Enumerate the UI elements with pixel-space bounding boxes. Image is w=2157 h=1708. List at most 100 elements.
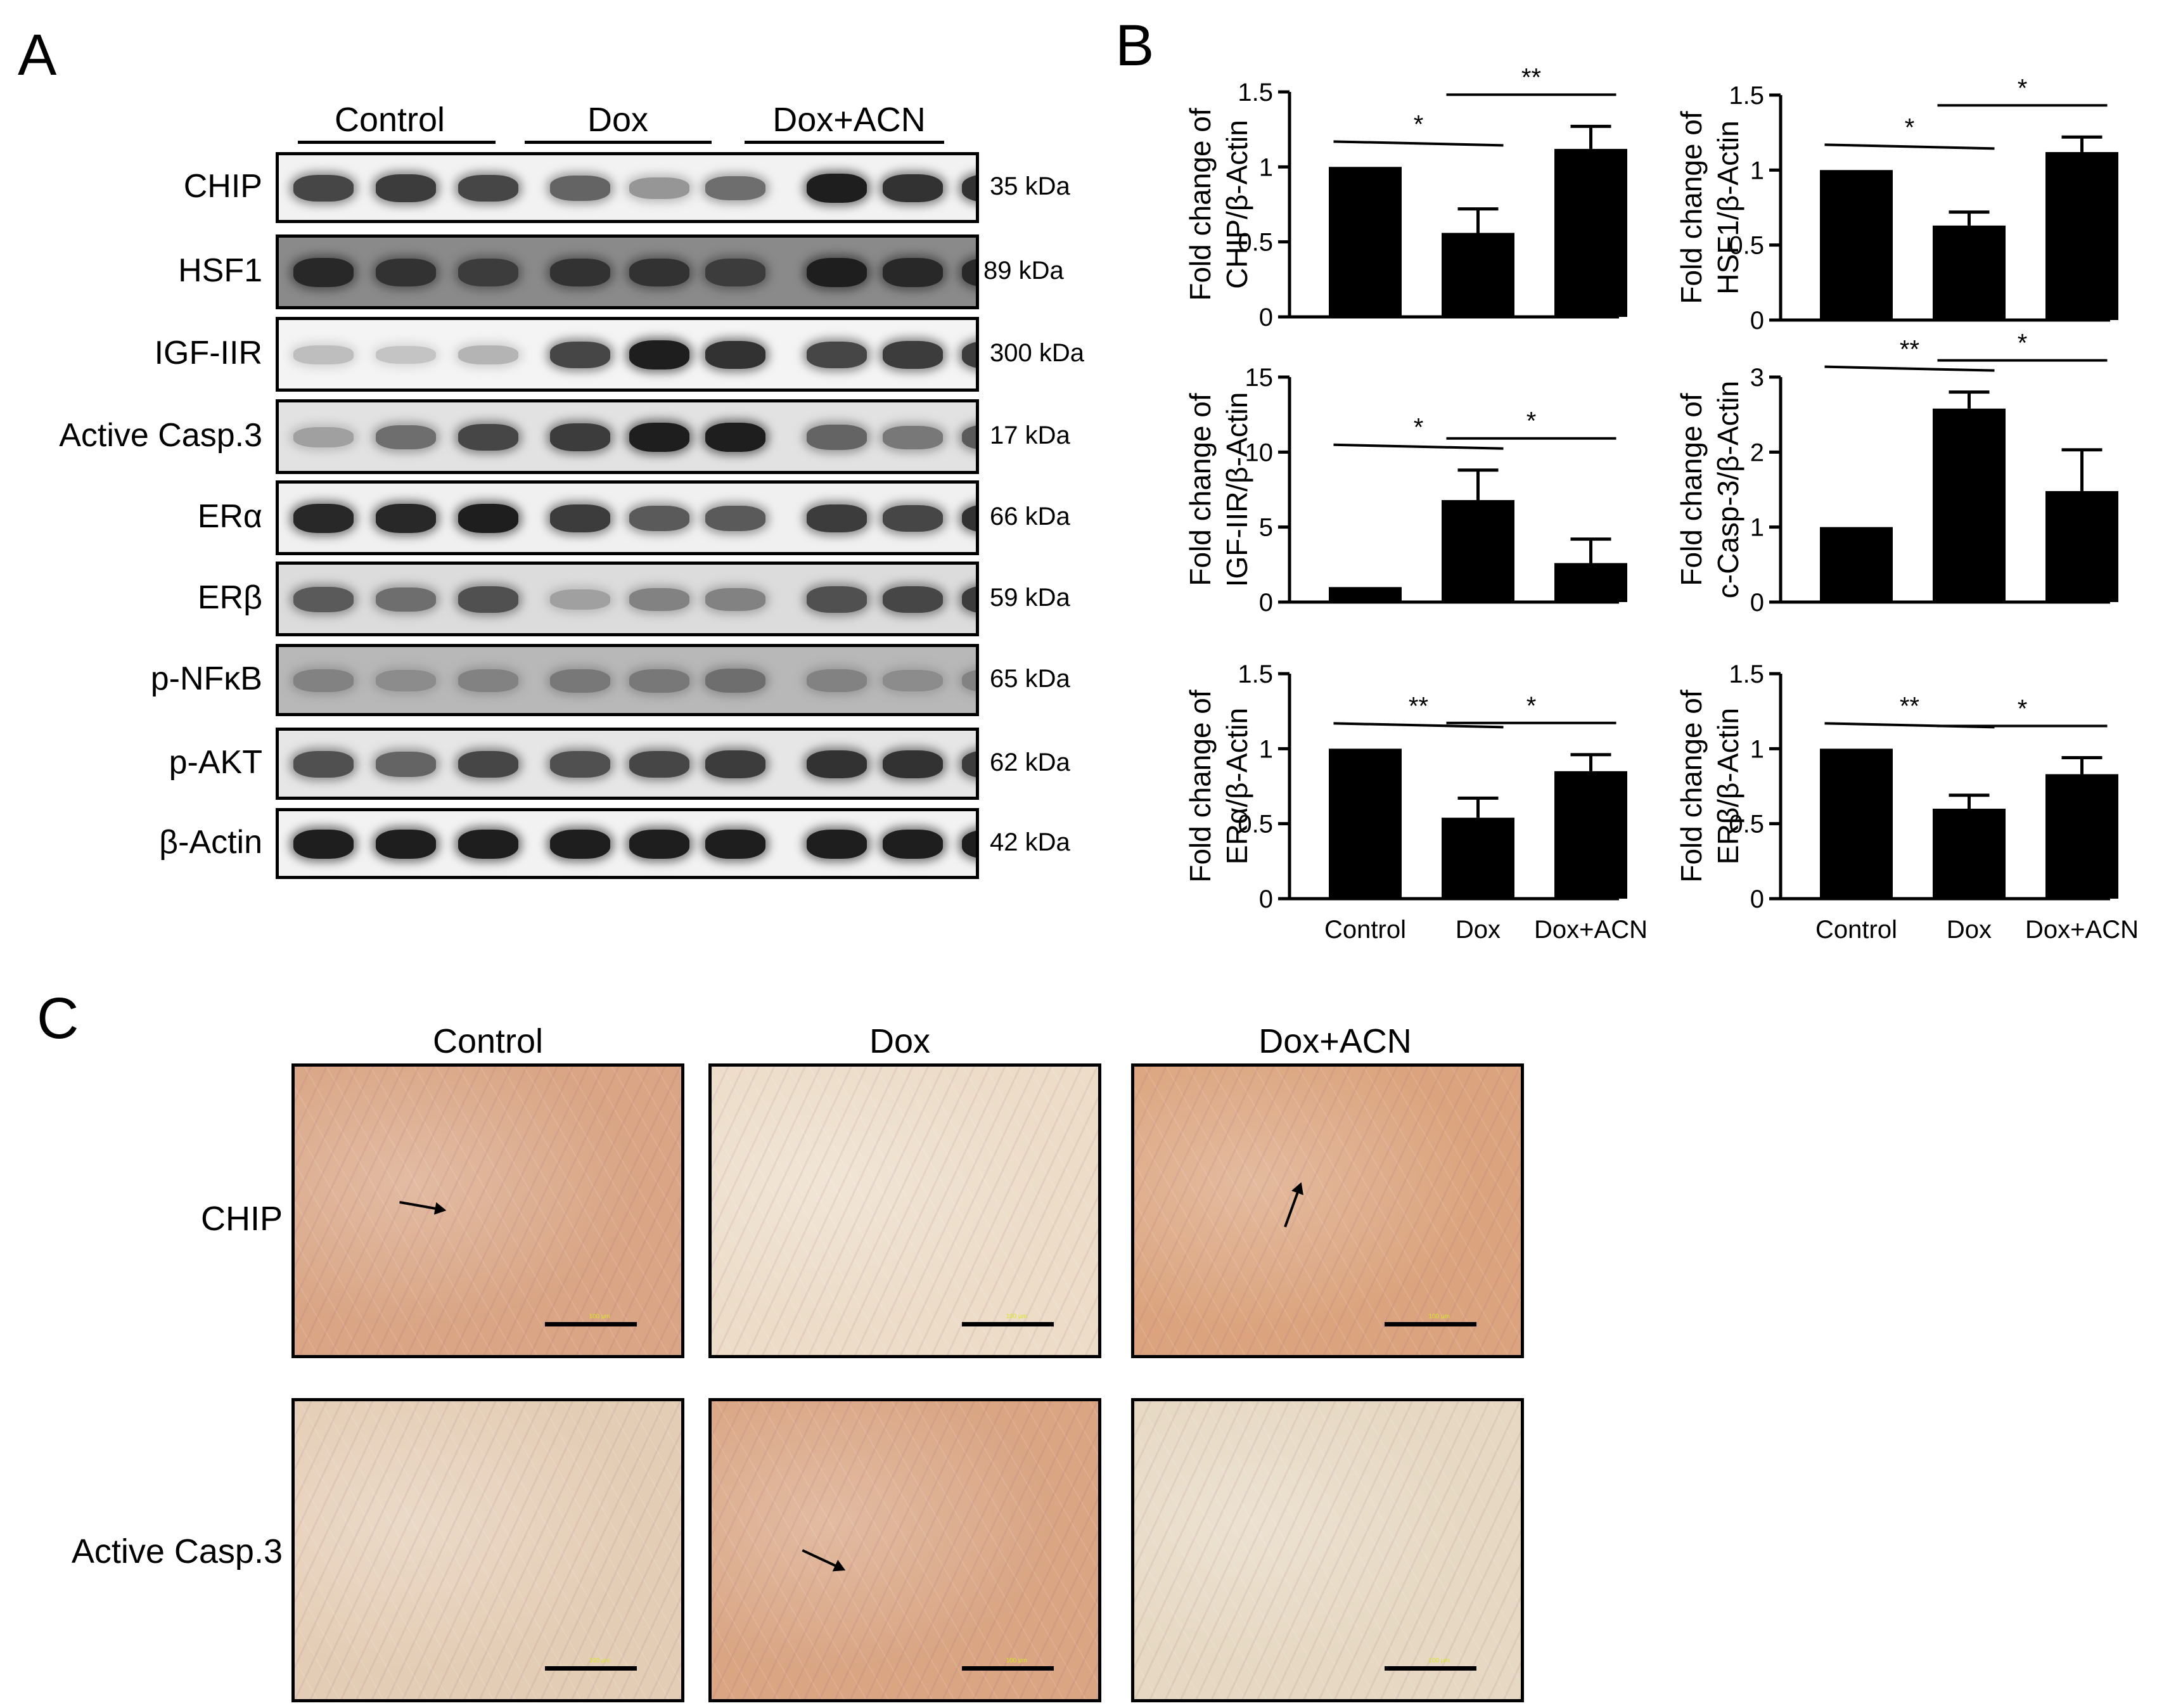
blot-band [549, 423, 610, 451]
bar [1820, 527, 1893, 602]
blot-band [629, 505, 689, 532]
blot-band [375, 345, 436, 364]
significance-line [1333, 443, 1504, 450]
blot-band [961, 750, 976, 778]
scale-bar-label: 100 μm [1006, 1657, 1027, 1664]
y-tick-label: 0.5 [1238, 811, 1273, 838]
wb-group-dox-acn: Dox+ACN [772, 101, 926, 139]
bar [2045, 151, 2118, 320]
blot-band [961, 258, 976, 287]
blot-protein-label: HSF1 [178, 252, 262, 289]
bar [1554, 563, 1627, 602]
y-tick-label: 1.5 [1729, 82, 1764, 110]
ihc-micrograph: 100 μm [291, 1063, 684, 1358]
y-axis-label: Fold change of CHIP/β-Actin [1184, 108, 1253, 301]
wb-group-line-dox-acn [745, 141, 944, 144]
y-tick-label: 1 [1259, 735, 1273, 763]
blot-band [961, 424, 976, 451]
blot-band [458, 586, 518, 613]
significance-label: * [1527, 408, 1537, 435]
y-axis-label-line: ERβ/β-Actin [1712, 708, 1744, 864]
blot-band [806, 257, 867, 288]
y-tick-label: 0 [1750, 307, 1764, 335]
y-tick-label: 0 [1750, 589, 1764, 617]
blot-band [375, 829, 436, 859]
significance-label: * [2018, 74, 2028, 102]
scale-bar-label: 100 μm [589, 1313, 610, 1320]
blot-protein-label: β-Actin [159, 824, 262, 861]
blot-band [705, 750, 765, 778]
blot-band [806, 425, 867, 450]
y-axis-label: Fold change of HSF1/β-Actin [1675, 111, 1744, 304]
blot-protein-label: p-NFκB [150, 660, 262, 697]
bar [1933, 809, 2006, 899]
scale-bar-label: 100 μm [1428, 1657, 1450, 1664]
y-axis-label-line: Fold change of [1675, 393, 1708, 586]
arrow-icon [802, 1549, 846, 1572]
blot-band [806, 173, 867, 203]
blot-band [293, 258, 354, 287]
bar [1554, 771, 1627, 899]
blot-band [961, 586, 976, 613]
blot-band [458, 423, 518, 451]
blot-band [882, 341, 943, 369]
bar [1329, 748, 1402, 899]
y-axis-label-line: HSF1/β-Actin [1712, 120, 1744, 294]
blot-band [882, 174, 943, 203]
ihc-col-control: Control [432, 1022, 544, 1060]
y-axis-label: Fold change of c-Casp-3/β-Actin [1675, 381, 1744, 598]
blot-band [629, 422, 689, 453]
blot-band [961, 669, 976, 692]
bar [1442, 500, 1514, 602]
scale-bar-label: 100 μm [589, 1657, 610, 1664]
blot-band [629, 750, 689, 778]
ihc-col-dox: Dox [869, 1022, 931, 1060]
blot-band [705, 588, 765, 611]
blot-band [458, 503, 518, 534]
blot-band [375, 174, 436, 202]
y-tick-label: 0 [1259, 589, 1273, 617]
blot-band [882, 829, 943, 859]
y-axis-label-line: Fold change of [1184, 108, 1217, 301]
y-axis-label-line: c-Casp-3/β-Actin [1712, 381, 1744, 598]
y-axis-label: Fold change of ERβ/β-Actin [1675, 690, 1744, 883]
blot-protein-label: ERα [197, 498, 262, 535]
y-tick-label: 0.5 [1729, 232, 1764, 260]
significance-line [1333, 722, 1504, 729]
blot-band [293, 504, 354, 533]
blot-band [458, 259, 518, 286]
y-tick-label: 0 [1750, 885, 1764, 913]
y-tick-label: 3 [1750, 364, 1764, 392]
blot-band [806, 341, 867, 369]
blot-band [629, 588, 689, 611]
y-tick-label: 0 [1259, 885, 1273, 913]
arrow-icon [399, 1200, 447, 1215]
y-tick-label: 1.5 [1238, 660, 1273, 688]
ihc-col-dox-acn: Dox+ACN [1258, 1022, 1412, 1060]
x-tick-label: Dox+ACN [2025, 916, 2139, 944]
blot-protein-label: Active Casp.3 [59, 417, 262, 454]
blot-band [549, 258, 610, 287]
blot-band [549, 751, 610, 778]
y-axis-label-line: Fold change of [1675, 111, 1708, 304]
significance-line [1824, 143, 1995, 150]
y-axis-label-line: Fold change of [1675, 690, 1708, 883]
significance-label: * [1414, 414, 1424, 442]
blot-band [705, 505, 765, 532]
y-axis-label: Fold change of IGF-IIR/β-Actin [1184, 392, 1253, 588]
bar [1554, 148, 1627, 317]
ihc-micrograph: 100 μm [291, 1398, 684, 1702]
blot-band [549, 669, 610, 693]
significance-label: ** [1900, 692, 1919, 720]
panel-letter-b: B [1115, 13, 1155, 78]
blot-band [961, 829, 976, 859]
significance-label: ** [1900, 336, 1919, 364]
blot-band [293, 174, 354, 202]
y-tick-label: 2 [1750, 439, 1764, 466]
blot-band [705, 176, 765, 201]
ihc-micrograph: 100 μm [708, 1063, 1101, 1358]
blot-band [293, 669, 354, 692]
